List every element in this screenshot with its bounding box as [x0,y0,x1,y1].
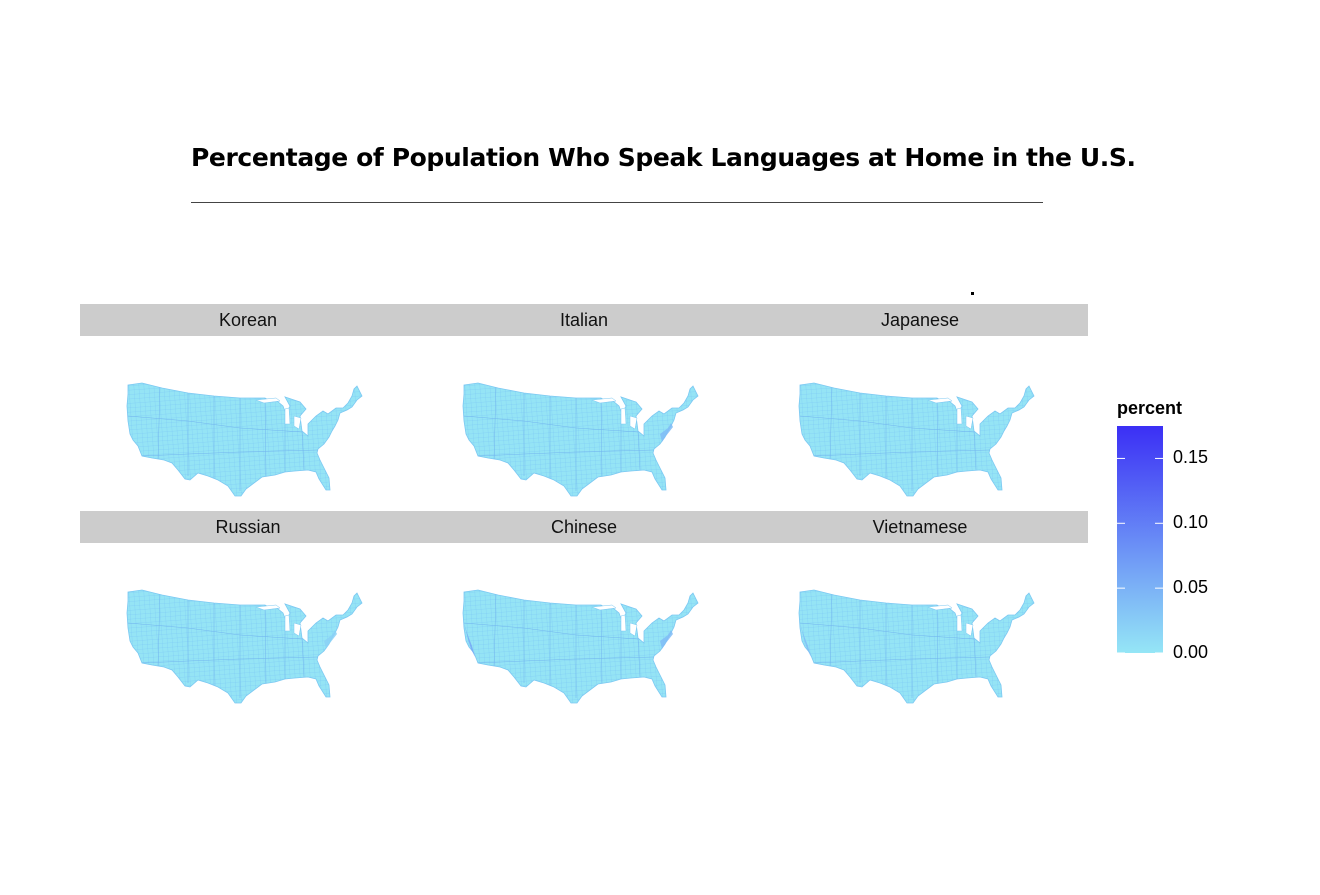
facet-panel-italian: Italian [416,304,752,511]
facet-strip-label: Chinese [416,511,752,543]
facet-strip-label: Russian [80,511,416,543]
us-outline [798,589,1035,704]
legend-title: percent [1117,398,1183,418]
facet-strip-label: Japanese [752,304,1088,336]
us-county-map [462,589,699,704]
facet-panel-korean: Korean [80,304,416,511]
legend-tick-label: 0.00 [1173,642,1209,662]
hotspot-northeast [660,423,673,442]
facet-panel-vietnamese: Vietnamese [752,511,1088,718]
state-boundaries [799,385,991,491]
great-lake [620,407,627,425]
great-lake [927,604,953,611]
great-lake [956,407,963,425]
legend-colorbar [1117,426,1163,653]
facet-strip-label: Vietnamese [752,511,1088,543]
legend-tick-label: 0.10 [1173,512,1209,533]
facet-strip-label: Korean [80,304,416,336]
great-lake [591,397,617,404]
hotspot-northeast [660,630,673,649]
great-lake [284,614,291,632]
great-lake [629,622,638,637]
legend-gradient [1117,426,1163,653]
facet-panel-japanese: Japanese [752,304,1088,511]
us-county-map [126,589,363,704]
us-county-map [798,589,1035,704]
hotspot-california [800,623,811,657]
facet-panel-chinese: Chinese [416,511,752,718]
great-lake [927,397,953,404]
great-lake [255,604,281,611]
great-lake [255,397,281,404]
great-lake [629,415,638,430]
facet-panel-russian: Russian [80,511,416,718]
state-boundaries [799,592,991,698]
title-divider [191,202,1043,203]
great-lake [965,415,974,430]
hotspot-northeast [324,630,337,649]
great-lake [956,614,963,632]
page-title: Percentage of Population Who Speak Langu… [191,143,1136,172]
great-lake [293,415,302,430]
color-legend: percent 0.00 0.05 0.10 0.15 [1112,396,1242,666]
us-outline [126,382,363,497]
stray-dot [971,292,974,295]
great-lake [620,614,627,632]
us-county-map [126,382,363,497]
great-lake [591,604,617,611]
great-lake [284,407,291,425]
facet-strip-label: Italian [416,304,752,336]
us-county-map [462,382,699,497]
us-outline [798,382,1035,497]
legend-tick-label: 0.15 [1173,447,1209,468]
legend-tick-label: 0.05 [1173,577,1209,598]
great-lake [293,622,302,637]
us-county-map [798,382,1035,497]
hotspot-california [464,623,475,657]
great-lake [965,622,974,637]
